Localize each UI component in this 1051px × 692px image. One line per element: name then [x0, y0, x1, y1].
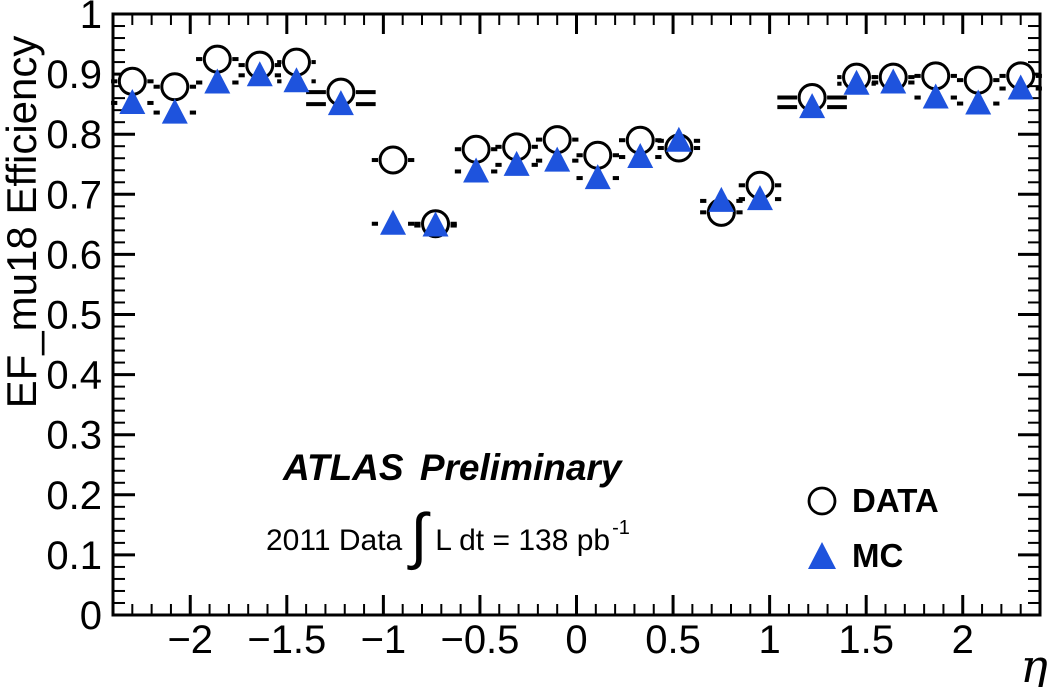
y-tick-label: 0.2 [46, 474, 102, 518]
x-tick-label: −1 [361, 618, 407, 662]
x-tick-label: −0.5 [440, 618, 519, 662]
x-tick-label: −1.5 [247, 618, 326, 662]
x-tick-label: 2 [952, 618, 974, 662]
mc-point-triangle [161, 98, 188, 124]
x-tick-label: 0 [565, 618, 587, 662]
mc-point-triangle [246, 61, 273, 87]
y-tick-label: 0.5 [46, 294, 102, 338]
mc-point-triangle [746, 185, 773, 211]
legend-label-mc: MC [852, 537, 904, 574]
y-tick-label: 1 [80, 0, 102, 37]
luminosity-label: 2011 Data ∫ L dt = 138 pb -1 [266, 502, 630, 571]
x-tick-label: 1.5 [838, 618, 894, 662]
legend-item-data: DATA [804, 477, 939, 525]
legend-item-mc: MC [804, 532, 939, 580]
lumi-exponent-text: -1 [612, 516, 630, 539]
atlas-status-text: Preliminary [419, 447, 622, 488]
data-points-layer [111, 44, 1042, 239]
open-circle-marker-icon [807, 486, 837, 516]
x-axis-title: η [1020, 639, 1048, 687]
mc-point-triangle [584, 164, 611, 190]
y-tick-label: 0.7 [46, 173, 102, 217]
x-tick-label: −2 [167, 618, 213, 662]
mc-point-triangle [843, 69, 870, 95]
mc-point-triangle [708, 186, 735, 212]
legend: DATA MC [804, 477, 939, 587]
data-point-circle [963, 65, 993, 95]
y-tick-label: 0.1 [46, 534, 102, 578]
mc-point-triangle [283, 67, 310, 93]
data-point-circle [378, 145, 408, 175]
mc-point-triangle [1007, 74, 1034, 100]
x-tick-label: 1 [759, 618, 781, 662]
mc-point-triangle [119, 88, 146, 114]
filled-triangle-marker-icon [808, 542, 836, 569]
mc-point-triangle [463, 157, 490, 183]
atlas-experiment-text: ATLAS [283, 447, 404, 488]
mc-point-triangle [922, 83, 949, 109]
plot-frame-and-ticks [111, 12, 1042, 617]
y-axis-title: EF_mu18 Efficiency [0, 36, 45, 409]
mc-point-triangle [965, 89, 992, 115]
atlas-label: ATLAS Preliminary [283, 447, 627, 489]
lumi-prefix-text: 2011 Data [266, 524, 403, 557]
mc-point-triangle [799, 93, 826, 119]
data-point-circle [160, 72, 190, 102]
mc-point-triangle [503, 150, 530, 176]
mc-point-triangle [380, 209, 407, 235]
y-tick-label: 0.3 [46, 414, 102, 458]
data-point-circle [202, 44, 232, 74]
mc-point-triangle [422, 211, 449, 237]
lumi-body-text: L dt = 138 pb [435, 524, 611, 557]
y-tick-label: 0.9 [46, 53, 102, 97]
y-tick-label: 0.6 [46, 233, 102, 277]
y-tick-label: 0.8 [46, 113, 102, 157]
x-tick-label: 0.5 [645, 618, 701, 662]
mc-point-triangle [665, 126, 692, 152]
mc-point-triangle [880, 68, 907, 94]
y-tick-label: 0.4 [46, 354, 102, 398]
legend-label-data: DATA [852, 482, 939, 519]
mc-point-triangle [544, 146, 571, 172]
y-tick-label: 0 [80, 594, 102, 638]
mc-point-triangle [327, 90, 354, 116]
tick-labels-layer: −2 −1.5 −1 −0.5 0 0.5 1 1.5 2 0 0.1 0.2 0.3 0.4 0.5 0.6… [46, 0, 973, 662]
mc-point-triangle [627, 143, 654, 169]
mc-point-triangle [204, 68, 231, 94]
